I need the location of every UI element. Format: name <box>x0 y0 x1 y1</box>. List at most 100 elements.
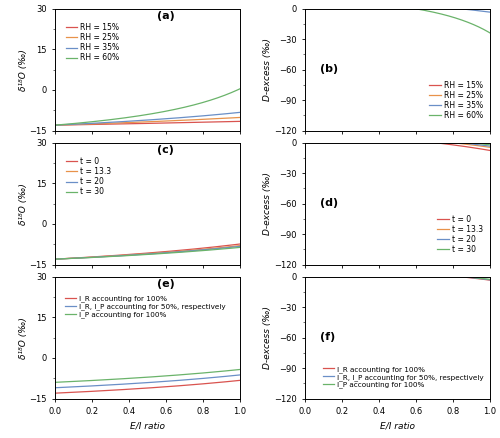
RH = 25% <box>350 0 356 3</box>
RH = 35% <box>411 2 417 7</box>
I_P accounting for 100% <box>350 266 356 271</box>
I_R accounting for 100% <box>52 391 58 396</box>
RH = 60% <box>350 0 356 4</box>
RH = 60% <box>426 8 432 14</box>
t = 30 <box>350 132 356 137</box>
t = 30 <box>136 252 141 258</box>
I_R, I_P accounting for 50%, respectively <box>176 378 182 383</box>
RH = 15% <box>334 0 340 2</box>
t = 20 <box>136 252 141 257</box>
RH = 35% <box>302 0 308 1</box>
RH = 35% <box>237 110 243 115</box>
t = 0 <box>350 133 356 138</box>
RH = 15% <box>237 119 243 124</box>
Y-axis label: δ¹⁸O (‰): δ¹⁸O (‰) <box>19 49 28 91</box>
Text: (e): (e) <box>157 279 174 289</box>
t = 30 <box>161 251 167 256</box>
t = 30 <box>52 257 58 262</box>
Line: t = 30: t = 30 <box>55 247 240 259</box>
Y-axis label: D-excess (‰): D-excess (‰) <box>264 306 272 369</box>
I_P accounting for 100% <box>136 375 141 380</box>
Legend: t = 0, t = 13.3, t = 20, t = 30: t = 0, t = 13.3, t = 20, t = 30 <box>434 212 486 257</box>
Line: t = 0: t = 0 <box>55 244 240 259</box>
Line: I_R, I_P accounting for 50%, respectively: I_R, I_P accounting for 50%, respectivel… <box>305 267 490 280</box>
RH = 15% <box>386 0 392 4</box>
Y-axis label: D-excess (‰): D-excess (‰) <box>264 38 272 101</box>
RH = 35% <box>161 116 167 121</box>
I_P accounting for 100% <box>191 371 197 376</box>
RH = 35% <box>191 114 197 119</box>
RH = 25% <box>100 121 105 126</box>
RH = 35% <box>52 123 58 128</box>
RH = 15% <box>84 122 90 127</box>
Y-axis label: δ¹⁸O (‰): δ¹⁸O (‰) <box>19 183 28 225</box>
RH = 60% <box>441 12 447 18</box>
t = 13.3 <box>350 132 356 138</box>
Text: (f): (f) <box>320 332 335 342</box>
t = 13.3 <box>386 134 392 140</box>
t = 30 <box>411 135 417 141</box>
I_R accounting for 100% <box>411 270 417 275</box>
Line: I_P accounting for 100%: I_P accounting for 100% <box>55 370 240 382</box>
RH = 25% <box>334 0 340 3</box>
I_R, I_P accounting for 50%, respectively <box>426 271 432 276</box>
Line: t = 20: t = 20 <box>55 246 240 259</box>
I_R accounting for 100% <box>237 378 243 383</box>
t = 30 <box>191 249 197 254</box>
Line: I_R accounting for 100%: I_R accounting for 100% <box>305 267 490 280</box>
t = 0 <box>176 248 182 253</box>
I_R accounting for 100% <box>426 271 432 276</box>
RH = 15% <box>426 0 432 6</box>
t = 30 <box>487 142 493 148</box>
t = 20 <box>441 138 447 144</box>
RH = 60% <box>191 102 197 107</box>
RH = 25% <box>161 119 167 124</box>
Line: t = 13.3: t = 13.3 <box>55 246 240 259</box>
I_R, I_P accounting for 50%, respectively <box>100 383 105 388</box>
RH = 35% <box>350 0 356 4</box>
I_R, I_P accounting for 50%, respectively <box>350 266 356 271</box>
t = 30 <box>441 138 447 143</box>
RH = 60% <box>411 6 417 11</box>
t = 13.3 <box>84 255 90 260</box>
I_R accounting for 100% <box>191 382 197 387</box>
Text: (c): (c) <box>157 145 174 155</box>
I_R, I_P accounting for 50%, respectively <box>334 265 340 271</box>
t = 0 <box>52 257 58 262</box>
I_R accounting for 100% <box>84 389 90 394</box>
I_R, I_P accounting for 50%, respectively <box>441 272 447 278</box>
X-axis label: E/I ratio: E/I ratio <box>380 421 415 431</box>
I_R, I_P accounting for 50%, respectively <box>411 270 417 275</box>
I_R, I_P accounting for 50%, respectively <box>136 381 141 386</box>
RH = 15% <box>441 1 447 7</box>
RH = 15% <box>191 120 197 125</box>
RH = 60% <box>176 106 182 111</box>
t = 13.3 <box>441 139 447 145</box>
I_R, I_P accounting for 50%, respectively <box>191 377 197 382</box>
RH = 25% <box>411 1 417 6</box>
t = 0 <box>441 141 447 146</box>
I_P accounting for 100% <box>441 272 447 277</box>
t = 0 <box>487 148 493 153</box>
I_P accounting for 100% <box>386 268 392 273</box>
RH = 25% <box>136 120 141 125</box>
t = 30 <box>176 250 182 255</box>
Y-axis label: δ¹⁸O (‰): δ¹⁸O (‰) <box>19 317 28 359</box>
RH = 60% <box>84 120 90 125</box>
I_P accounting for 100% <box>334 265 340 271</box>
I_R, I_P accounting for 50%, respectively <box>52 385 58 390</box>
RH = 60% <box>487 30 493 35</box>
t = 30 <box>386 134 392 139</box>
Legend: I_R accounting for 100%, I_R, I_P accounting for 50%, respectively, I_P accounti: I_R accounting for 100%, I_R, I_P accoun… <box>320 363 486 391</box>
RH = 60% <box>100 118 105 123</box>
I_P accounting for 100% <box>411 269 417 275</box>
Line: RH = 15%: RH = 15% <box>55 121 240 125</box>
Line: I_P accounting for 100%: I_P accounting for 100% <box>305 267 490 279</box>
Line: RH = 25%: RH = 25% <box>305 0 490 8</box>
Line: RH = 35%: RH = 35% <box>55 113 240 125</box>
I_R accounting for 100% <box>100 388 105 393</box>
I_R, I_P accounting for 50%, respectively <box>84 384 90 389</box>
I_P accounting for 100% <box>302 264 308 269</box>
Line: RH = 60%: RH = 60% <box>305 0 490 33</box>
t = 0 <box>426 139 432 145</box>
